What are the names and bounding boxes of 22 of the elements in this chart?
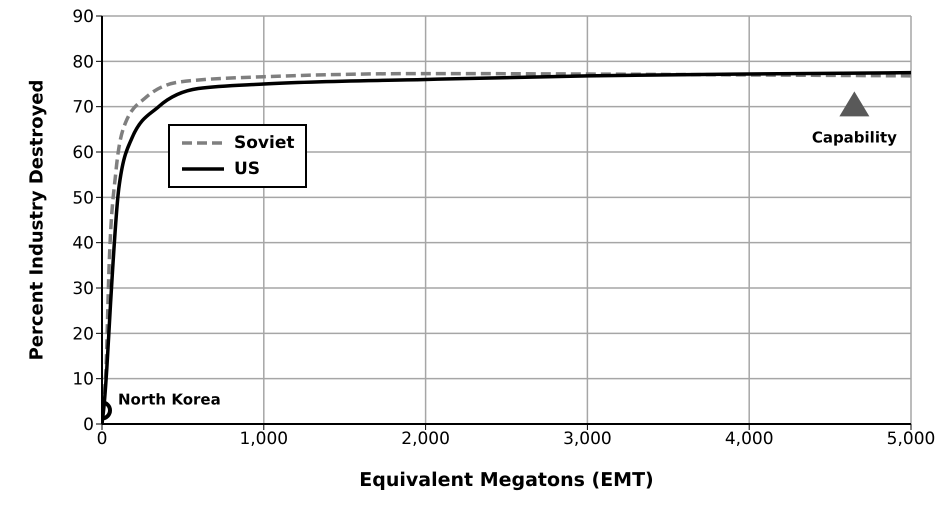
legend-label: Soviet (234, 132, 294, 155)
y-tick-label: 10 (72, 370, 94, 390)
y-axis-title: Percent Industry Destroyed (26, 80, 48, 360)
x-tick-label: 3,000 (563, 429, 612, 450)
y-tick-label: 80 (72, 52, 94, 72)
x-tick-label: 4,000 (724, 429, 774, 450)
annotation: North Korea (118, 390, 221, 408)
y-tick-label: 60 (72, 143, 94, 164)
y-tick-label: 0 (83, 415, 94, 436)
y-tick-label: 40 (72, 234, 94, 254)
x-tick-label: 1,000 (239, 429, 288, 450)
x-tick-label: 0 (96, 429, 108, 450)
y-tick-label: 90 (72, 7, 94, 28)
y-tick-label: 50 (72, 188, 94, 208)
y-tick-label: 30 (72, 279, 94, 300)
legend-label: US (234, 158, 260, 181)
y-tick-label: 20 (72, 324, 94, 344)
x-tick-label: 2,000 (401, 429, 450, 450)
x-axis-title: Equivalent Megatons (EMT) (359, 469, 654, 491)
annotation: Capability (812, 128, 898, 146)
y-tick-label: 70 (72, 98, 94, 118)
x-tick-label: 5,000 (886, 429, 936, 450)
